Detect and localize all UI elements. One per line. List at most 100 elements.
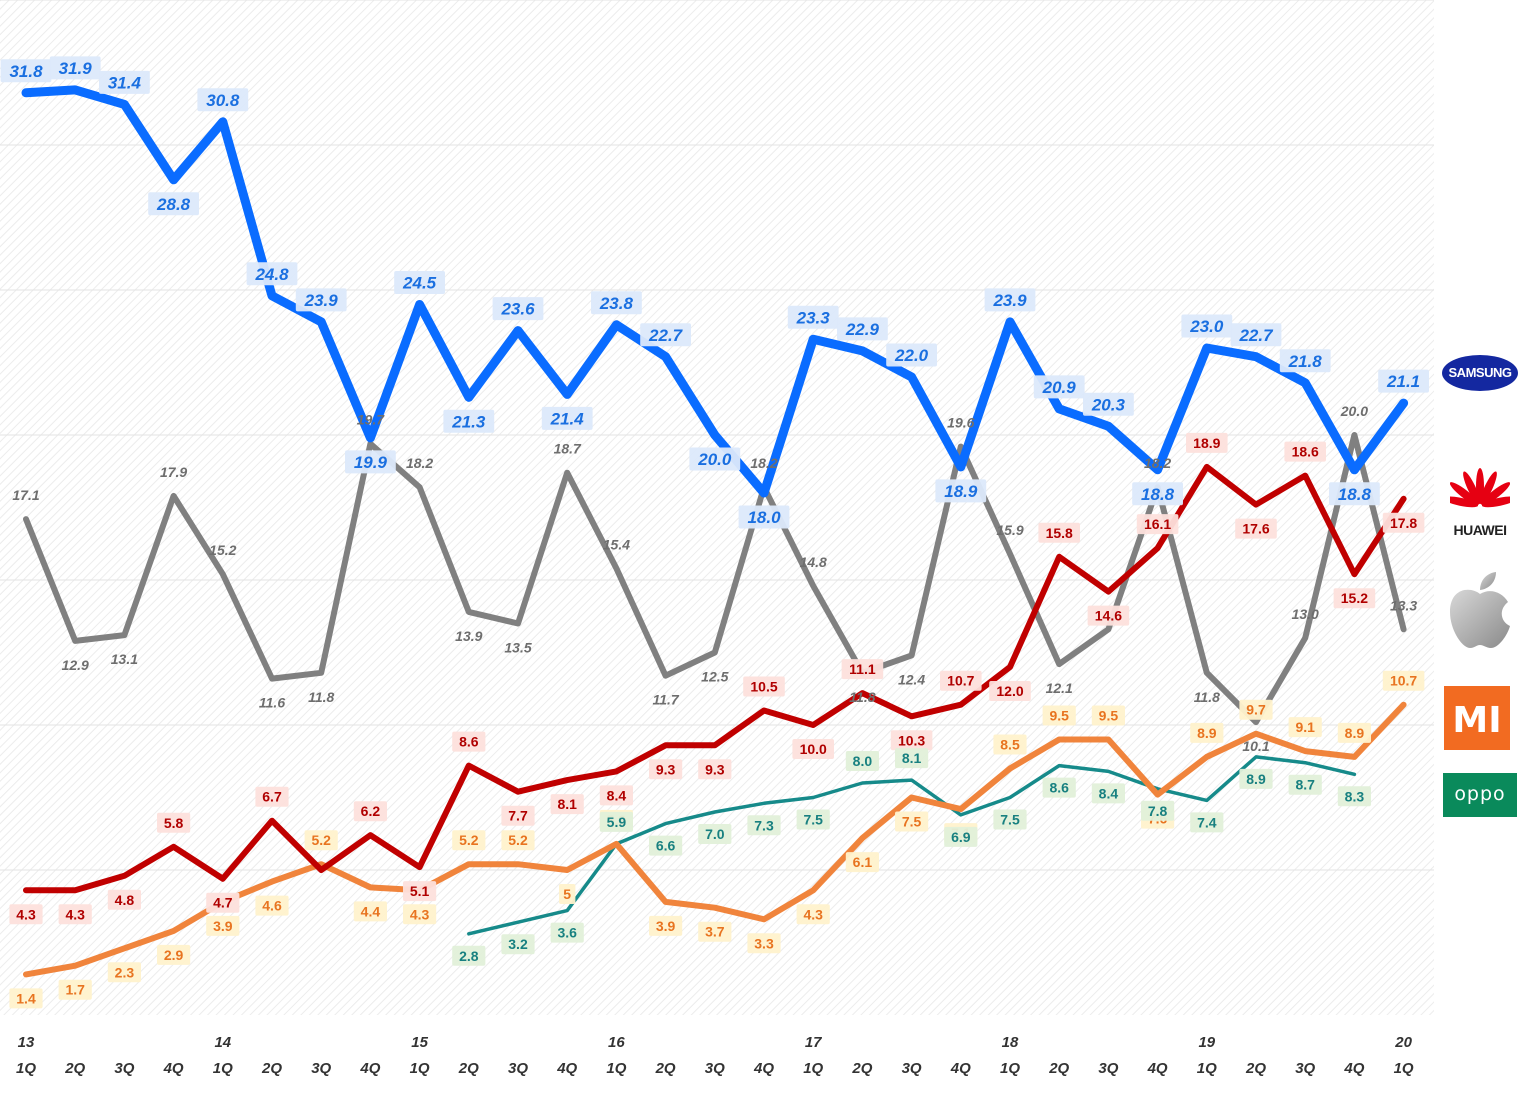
data-label-bg [640,323,691,347]
data-label-bg [1378,369,1429,393]
data-label: 10.3 [898,732,925,748]
data-label: 2.8 [459,948,479,964]
x-tick-year-label: 13 [18,1034,35,1051]
data-label: 5.1 [410,883,430,899]
data-label-bg [895,748,929,769]
data-label-bg [599,811,633,832]
series-line-samsung [21,85,1409,498]
data-label: 6.9 [951,829,971,845]
data-label: 18.9 [944,482,978,501]
data-label: 24.5 [402,274,437,293]
samsung-logo: SAMSUNG [1442,350,1518,396]
data-label-bg [747,815,781,836]
data-label: 15.2 [209,542,236,558]
data-label: 13.3 [1390,597,1417,613]
data-label-bg [743,676,785,697]
data-label-bg [157,944,191,965]
data-label: 19.7 [357,412,385,428]
data-label-bg [1190,812,1224,833]
data-label: 18.6 [1292,444,1319,460]
data-label: 11.8 [308,689,334,705]
data-label-bg [1337,786,1371,807]
data-label-bg [58,904,92,925]
huawei-flower-icon [1450,468,1510,508]
data-label: 9.7 [1246,702,1266,718]
data-label: 30.8 [206,91,240,110]
x-tick-year-label: 19 [1198,1034,1215,1051]
data-label-bg [698,921,732,942]
samsung-logo-text: SAMSUNG [1448,365,1512,380]
data-label-bg [895,811,929,832]
data-label: 14.6 [1095,608,1122,624]
data-label: 2.9 [164,947,184,963]
apple-icon [1450,572,1510,648]
data-label: 9.5 [1099,708,1119,724]
data-label: 6.7 [262,789,282,805]
data-label-bg [107,962,141,983]
data-label: 23.9 [992,291,1027,310]
data-label-bg [796,809,830,830]
data-label: 18.8 [1141,485,1175,504]
data-label: 22.7 [1238,326,1274,345]
data-label-bg [1329,482,1380,506]
data-label-bg [206,915,240,936]
data-label-bg [49,56,101,80]
data-label-bg [1141,800,1175,821]
data-label-bg [492,297,544,321]
x-tick-quarter-label: 2Q [261,1060,282,1077]
data-label: 23.6 [500,300,535,319]
data-label: 1.4 [16,990,36,1006]
data-label-bg [1235,518,1277,539]
data-label: 23.3 [796,308,831,327]
data-label-bg [591,291,642,315]
data-label: 8.1 [902,750,922,766]
data-label: 8.6 [1049,780,1069,796]
data-label-bg [993,734,1027,755]
data-label-bg [845,852,879,873]
x-tick-quarter-label: 3Q [508,1060,528,1077]
data-label: 22.7 [648,326,684,345]
data-label-bg [1042,705,1076,726]
data-label-bg [148,192,199,216]
data-label-bg [9,904,43,925]
x-tick-quarter-label: 3Q [311,1060,331,1077]
data-label-bg [443,409,495,433]
data-label: 9.5 [1049,708,1069,724]
x-tick-quarter-label: 1Q [213,1060,233,1077]
x-tick-quarter-label: 1Q [16,1060,36,1077]
data-label-bg [0,59,52,83]
x-tick-quarter-label: 4Q [1147,1060,1168,1077]
data-label: 7.5 [902,814,922,830]
data-label: 18.7 [554,441,582,457]
mi-logo-text: MI [1452,700,1502,741]
data-label: 7.8 [1148,803,1168,819]
data-label-bg [599,785,633,806]
data-label-bg [649,915,683,936]
data-label: 1.7 [65,982,85,998]
data-label-bg [394,271,445,294]
x-tick-quarter-label: 1Q [410,1060,430,1077]
data-label: 23.8 [599,294,634,313]
data-label-bg [890,730,933,751]
data-label: 18.0 [747,508,781,527]
huawei-logo-text: HUAWEI [1453,522,1508,538]
data-label: 16.1 [1144,516,1171,532]
data-label-bg [837,317,888,341]
samsung-oval-icon [1442,355,1518,391]
data-label: 13.0 [1292,606,1319,622]
data-label-bg [206,892,240,913]
data-label: 11.8 [849,689,875,705]
data-label: 5.2 [508,832,528,848]
x-tick-quarter-label: 1Q [1000,1060,1020,1077]
data-label: 20.0 [1340,403,1368,419]
data-label: 20.3 [1091,395,1126,414]
data-label-bg [1288,774,1322,795]
data-label-bg [1033,375,1085,399]
data-label-bg [246,262,298,286]
data-label: 7.3 [754,817,774,833]
data-label-bg [452,830,486,851]
data-label: 6.1 [853,854,873,870]
x-tick-quarter-label: 4Q [1343,1060,1364,1077]
series-line-mi [23,701,1407,978]
data-label-bg [99,70,150,94]
